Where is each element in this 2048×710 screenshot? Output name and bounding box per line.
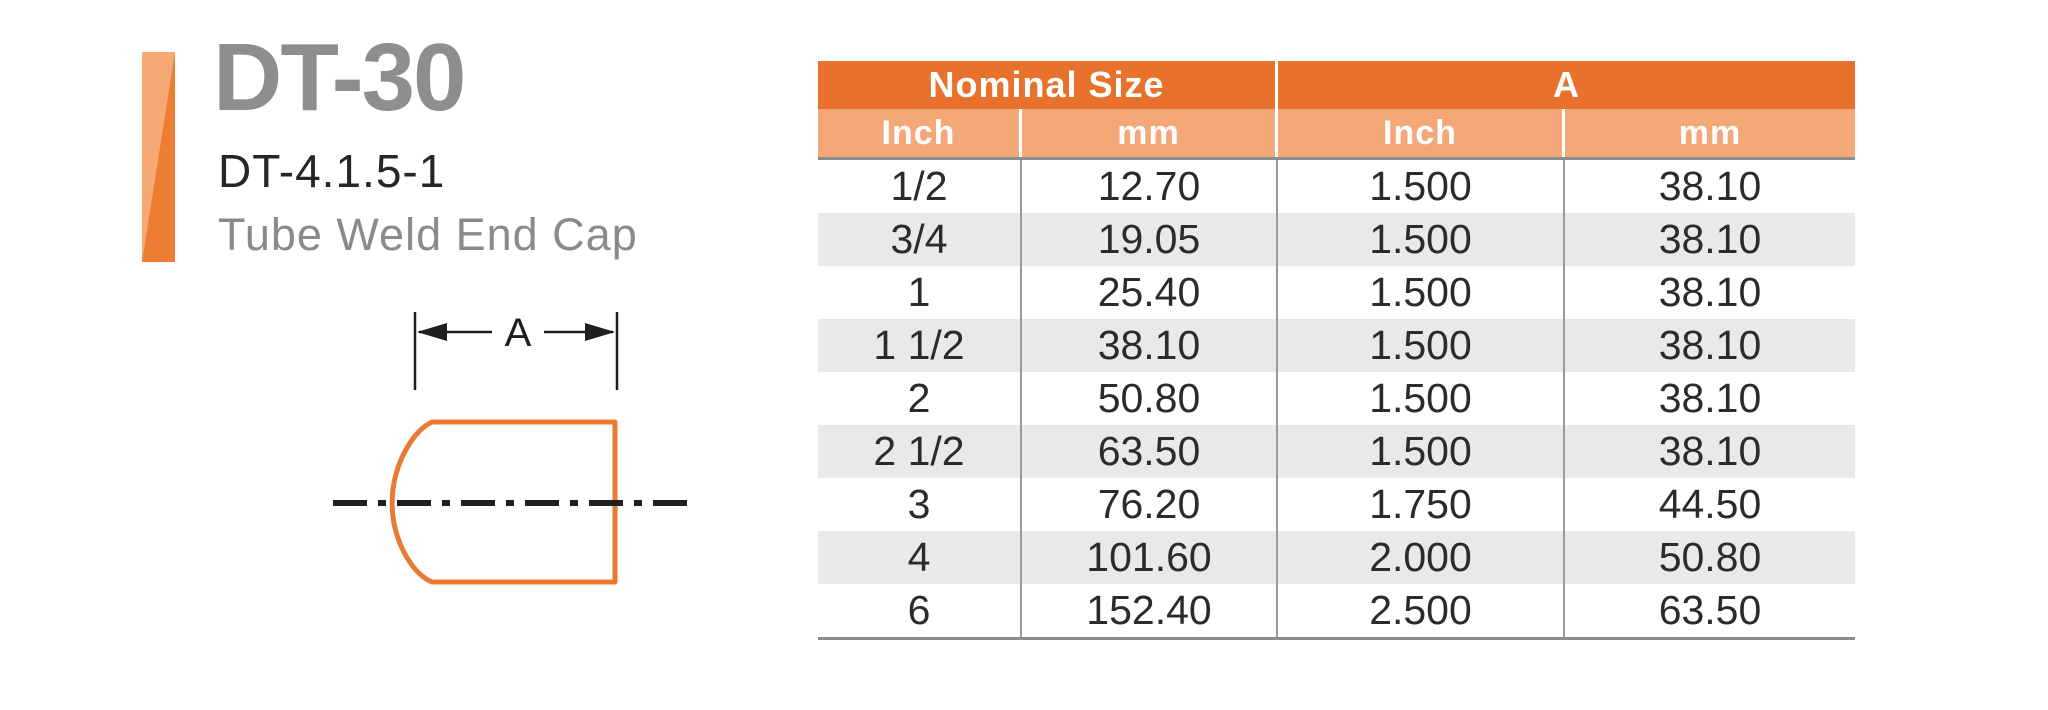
table-cell: 38.10 [1658, 322, 1762, 368]
table-cell: 63.50 [1022, 425, 1278, 478]
table-cell: 12.70 [1022, 160, 1278, 213]
table-cell: 50.80 [1658, 534, 1762, 580]
product-model: DT-30 [213, 24, 466, 131]
table-cell: 38.10 [1658, 216, 1762, 262]
arrowhead-right-icon [585, 323, 615, 341]
product-part-number: DT-4.1.5-1 [218, 145, 446, 197]
table-cell: 4 [818, 531, 1022, 584]
table-cell: 101.60 [1022, 531, 1278, 584]
table-cell: 1.500 [1278, 319, 1565, 372]
table-body: 1/2 12.70 1.500 38.10 3/4 19.05 1.500 38.10 1 25.… [818, 160, 1855, 640]
table-cell: 38.10 [1658, 375, 1762, 421]
table-cell: 2 1/2 [818, 425, 1022, 478]
subheader-a-mm: mm [1565, 109, 1855, 157]
table-group-header-row: Nominal Size A [818, 61, 1855, 109]
table-cell: 76.20 [1022, 478, 1278, 531]
table-cell: 1.500 [1278, 266, 1565, 319]
table-row: 1/2 12.70 1.500 38.10 [818, 160, 1855, 213]
table-cell: 38.10 [1658, 269, 1762, 315]
table-cell: 3/4 [818, 213, 1022, 266]
table-row: 4 101.60 2.000 50.80 [818, 531, 1855, 584]
table-cell: 1 [818, 266, 1022, 319]
table-row: 6 152.40 2.500 63.50 [818, 584, 1855, 637]
table-cell: 1.500 [1278, 372, 1565, 425]
column-group-nominal-size: Nominal Size [818, 61, 1278, 109]
accent-bar [142, 52, 175, 262]
table-cell: 2.500 [1278, 584, 1565, 637]
product-description: Tube Weld End Cap [218, 209, 638, 260]
end-cap-outline [389, 419, 618, 585]
subheader-nominal-mm: mm [1022, 109, 1278, 157]
table-cell: 1.500 [1278, 213, 1565, 266]
table-cell: 1.500 [1278, 160, 1565, 213]
table-row: 2 1/2 63.50 1.500 38.10 [818, 425, 1855, 478]
column-group-a: A [1278, 61, 1855, 109]
table-cell: 1 1/2 [818, 319, 1022, 372]
table-cell: 38.10 [1658, 163, 1762, 209]
table-cell: 2.000 [1278, 531, 1565, 584]
table-cell: 3 [818, 478, 1022, 531]
dimension-table: Nominal Size A Inch mm Inch mm 1/2 12.70 1… [818, 61, 1855, 640]
table-cell: 44.50 [1658, 481, 1762, 527]
table-cell: 25.40 [1022, 266, 1278, 319]
table-row: 3 76.20 1.750 44.50 [818, 478, 1855, 531]
arrowhead-left-icon [417, 323, 447, 341]
table-row: 2 50.80 1.500 38.10 [818, 372, 1855, 425]
table-cell: 152.40 [1022, 584, 1278, 637]
technical-drawing: A [333, 311, 698, 585]
table-cell: 63.50 [1658, 587, 1762, 633]
table-cell: 38.10 [1658, 428, 1762, 474]
table-cell: 50.80 [1022, 372, 1278, 425]
table-cell: 2 [818, 372, 1022, 425]
dimension-label: A [505, 311, 532, 355]
table-row: 1 25.40 1.500 38.10 [818, 266, 1855, 319]
subheader-nominal-inch: Inch [818, 109, 1022, 157]
table-cell: 1/2 [818, 160, 1022, 213]
subheader-a-inch: Inch [1278, 109, 1565, 157]
table-cell: 1.750 [1278, 478, 1565, 531]
table-row: 1 1/2 38.10 1.500 38.10 [818, 319, 1855, 372]
table-subheader-row: Inch mm Inch mm [818, 109, 1855, 160]
table-row: 3/4 19.05 1.500 38.10 [818, 213, 1855, 266]
table-cell: 1.500 [1278, 425, 1565, 478]
table-cell: 38.10 [1022, 319, 1278, 372]
table-cell: 19.05 [1022, 213, 1278, 266]
table-cell: 6 [818, 584, 1022, 637]
